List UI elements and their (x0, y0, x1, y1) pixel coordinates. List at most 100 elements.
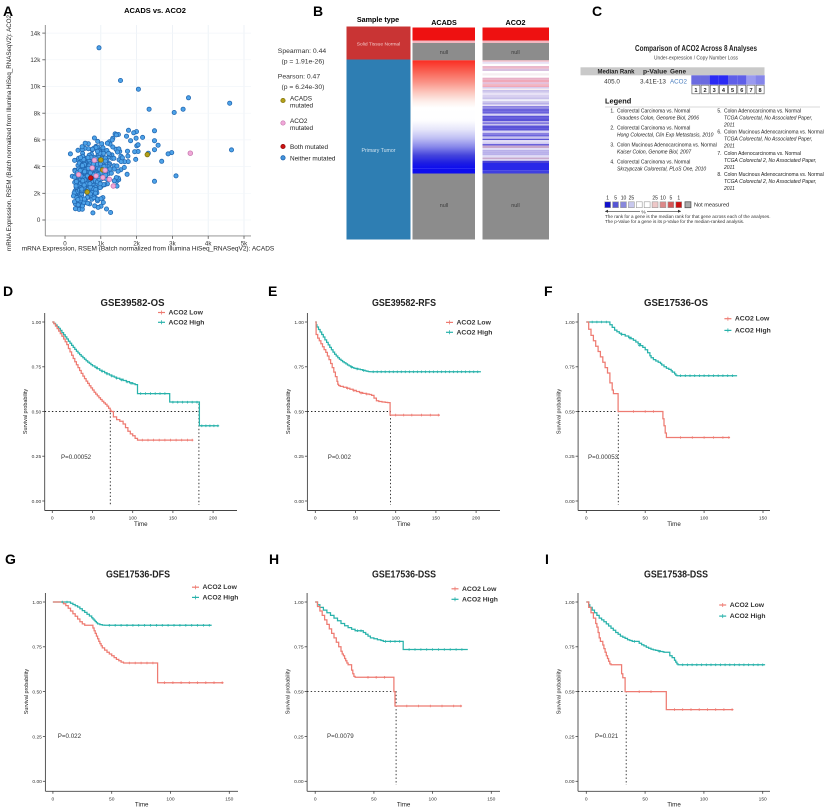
svg-text:GSE17536-DSS: GSE17536-DSS (372, 569, 436, 581)
svg-text:ACO2 Low: ACO2 Low (735, 316, 770, 323)
svg-text:ACADS: ACADS (431, 18, 457, 27)
svg-text:Survival probability: Survival probability (23, 389, 29, 435)
svg-text:mRNA Expression, RSEM (Batch n: mRNA Expression, RSEM (Batch normalized … (22, 246, 275, 253)
svg-text:ACO2: ACO2 (670, 79, 687, 86)
svg-text:6k: 6k (34, 137, 41, 144)
svg-text:100: 100 (129, 516, 137, 522)
svg-text:(p = 1.91e-26): (p = 1.91e-26) (282, 59, 325, 66)
svg-text:ACO2 High: ACO2 High (457, 329, 493, 336)
svg-text:0.25: 0.25 (565, 734, 575, 740)
svg-text:GSE39582-OS: GSE39582-OS (101, 297, 165, 309)
svg-text:150: 150 (225, 796, 233, 802)
svg-text:Time: Time (397, 802, 411, 809)
svg-text:mutated: mutated (290, 125, 314, 132)
svg-text:0: 0 (314, 796, 317, 802)
svg-text:0: 0 (314, 516, 317, 522)
svg-text:2k: 2k (34, 191, 41, 198)
svg-text:ACO2 High: ACO2 High (730, 613, 766, 620)
svg-text:1: 1 (677, 195, 680, 201)
svg-text:25: 25 (652, 195, 658, 201)
svg-text:0: 0 (51, 516, 54, 522)
svg-text:Graudens Colon, Genome Biol, 2: Graudens Colon, Genome Biol, 2006 (617, 115, 699, 121)
svg-text:1.00: 1.00 (32, 600, 42, 606)
svg-text:7.: 7. (717, 151, 721, 157)
svg-text:0.75: 0.75 (294, 365, 304, 371)
svg-text:200: 200 (472, 516, 480, 522)
svg-text:B: B (313, 3, 323, 19)
svg-text:50: 50 (371, 796, 377, 802)
svg-text:25: 25 (629, 195, 635, 201)
svg-text:0.00: 0.00 (294, 779, 304, 785)
svg-text:8k: 8k (34, 110, 41, 117)
svg-text:0.50: 0.50 (294, 409, 304, 415)
svg-text:0: 0 (585, 796, 588, 802)
svg-text:8: 8 (759, 88, 762, 94)
svg-text:GSE39582-RFS: GSE39582-RFS (372, 297, 436, 309)
svg-text:Not measured: Not measured (694, 203, 729, 209)
svg-text:2.: 2. (610, 125, 614, 131)
svg-text:Colorectal Carcinoma vs. Norma: Colorectal Carcinoma vs. Normal (617, 159, 690, 165)
svg-text:P=0.0079: P=0.0079 (327, 733, 354, 740)
svg-text:TCGA Colorectal 2, No Associat: TCGA Colorectal 2, No Associated Paper, (724, 179, 816, 185)
svg-text:null: null (511, 203, 519, 209)
svg-text:1.00: 1.00 (294, 600, 304, 606)
svg-text:Under-expression / Copy Number: Under-expression / Copy Number Loss (654, 56, 738, 62)
svg-text:Median Rank: Median Rank (598, 69, 635, 76)
svg-text:Colon Adenocarcinoma vs. Norma: Colon Adenocarcinoma vs. Normal (724, 151, 801, 157)
svg-text:null: null (440, 50, 448, 56)
svg-text:H: H (269, 551, 279, 567)
svg-text:ACO2 Low: ACO2 Low (169, 310, 204, 317)
svg-text:Neither mutated: Neither mutated (290, 155, 336, 162)
svg-text:ACO2 Low: ACO2 Low (457, 319, 492, 326)
svg-text:Solid Tissue Normal: Solid Tissue Normal (357, 42, 401, 48)
svg-text:The rank for a gene is the med: The rank for a gene is the median rank f… (605, 214, 770, 219)
svg-text:(p = 6.24e-30): (p = 6.24e-30) (282, 84, 325, 91)
svg-text:0.75: 0.75 (565, 645, 575, 651)
svg-text:0.75: 0.75 (32, 645, 42, 651)
svg-text:Colon Adenocarcinoma vs. Norma: Colon Adenocarcinoma vs. Normal (724, 108, 801, 114)
svg-text:Time: Time (135, 802, 149, 809)
svg-text:0: 0 (52, 796, 55, 802)
svg-text:3.41E-13: 3.41E-13 (640, 79, 667, 86)
svg-text:6.: 6. (717, 130, 721, 136)
svg-text:150: 150 (759, 796, 767, 802)
svg-text:0.25: 0.25 (32, 454, 42, 460)
svg-text:Primary Tumor: Primary Tumor (361, 148, 395, 154)
svg-text:0.25: 0.25 (294, 454, 304, 460)
svg-text:0.00: 0.00 (565, 499, 575, 505)
svg-text:0.00: 0.00 (294, 499, 304, 505)
svg-text:150: 150 (487, 796, 495, 802)
svg-text:5: 5 (614, 195, 617, 201)
svg-text:Survival probability: Survival probability (286, 389, 292, 435)
svg-text:150: 150 (432, 516, 440, 522)
svg-text:Kaiser Colon, Genome Biol, 200: Kaiser Colon, Genome Biol, 2007 (617, 149, 691, 155)
svg-text:1.00: 1.00 (565, 600, 575, 606)
svg-text:100: 100 (166, 796, 174, 802)
svg-text:ACO2 High: ACO2 High (203, 594, 239, 601)
svg-text:0.75: 0.75 (565, 365, 575, 371)
svg-text:Colon Mucinous Adenocarcinoma: Colon Mucinous Adenocarcinoma vs. Normal (724, 172, 824, 178)
svg-text:100: 100 (392, 516, 400, 522)
svg-text:3k: 3k (169, 240, 176, 247)
svg-text:Time: Time (134, 521, 148, 528)
svg-text:ACO2: ACO2 (506, 18, 526, 27)
svg-text:8.: 8. (717, 172, 721, 178)
svg-text:0.00: 0.00 (32, 499, 42, 505)
svg-text:2: 2 (704, 88, 707, 94)
svg-text:Comparison of ACO2 Across 8 An: Comparison of ACO2 Across 8 Analyses (635, 44, 757, 53)
svg-text:null: null (511, 50, 519, 56)
svg-text:50: 50 (109, 796, 115, 802)
svg-text:Time: Time (667, 802, 681, 809)
svg-text:Spearman: 0.44: Spearman: 0.44 (278, 48, 327, 55)
svg-text:ACADS vs. ACO2: ACADS vs. ACO2 (124, 6, 186, 15)
svg-text:A: A (3, 3, 13, 19)
svg-text:1: 1 (606, 195, 609, 201)
svg-text:200: 200 (209, 516, 217, 522)
svg-text:5: 5 (670, 195, 673, 201)
svg-text:%: % (641, 209, 646, 215)
svg-text:0.25: 0.25 (565, 454, 575, 460)
svg-text:Survival probability: Survival probability (557, 669, 563, 715)
svg-text:Pearson: 0.47: Pearson: 0.47 (278, 74, 321, 81)
svg-text:7: 7 (749, 88, 752, 94)
svg-text:Sample type: Sample type (357, 15, 399, 24)
